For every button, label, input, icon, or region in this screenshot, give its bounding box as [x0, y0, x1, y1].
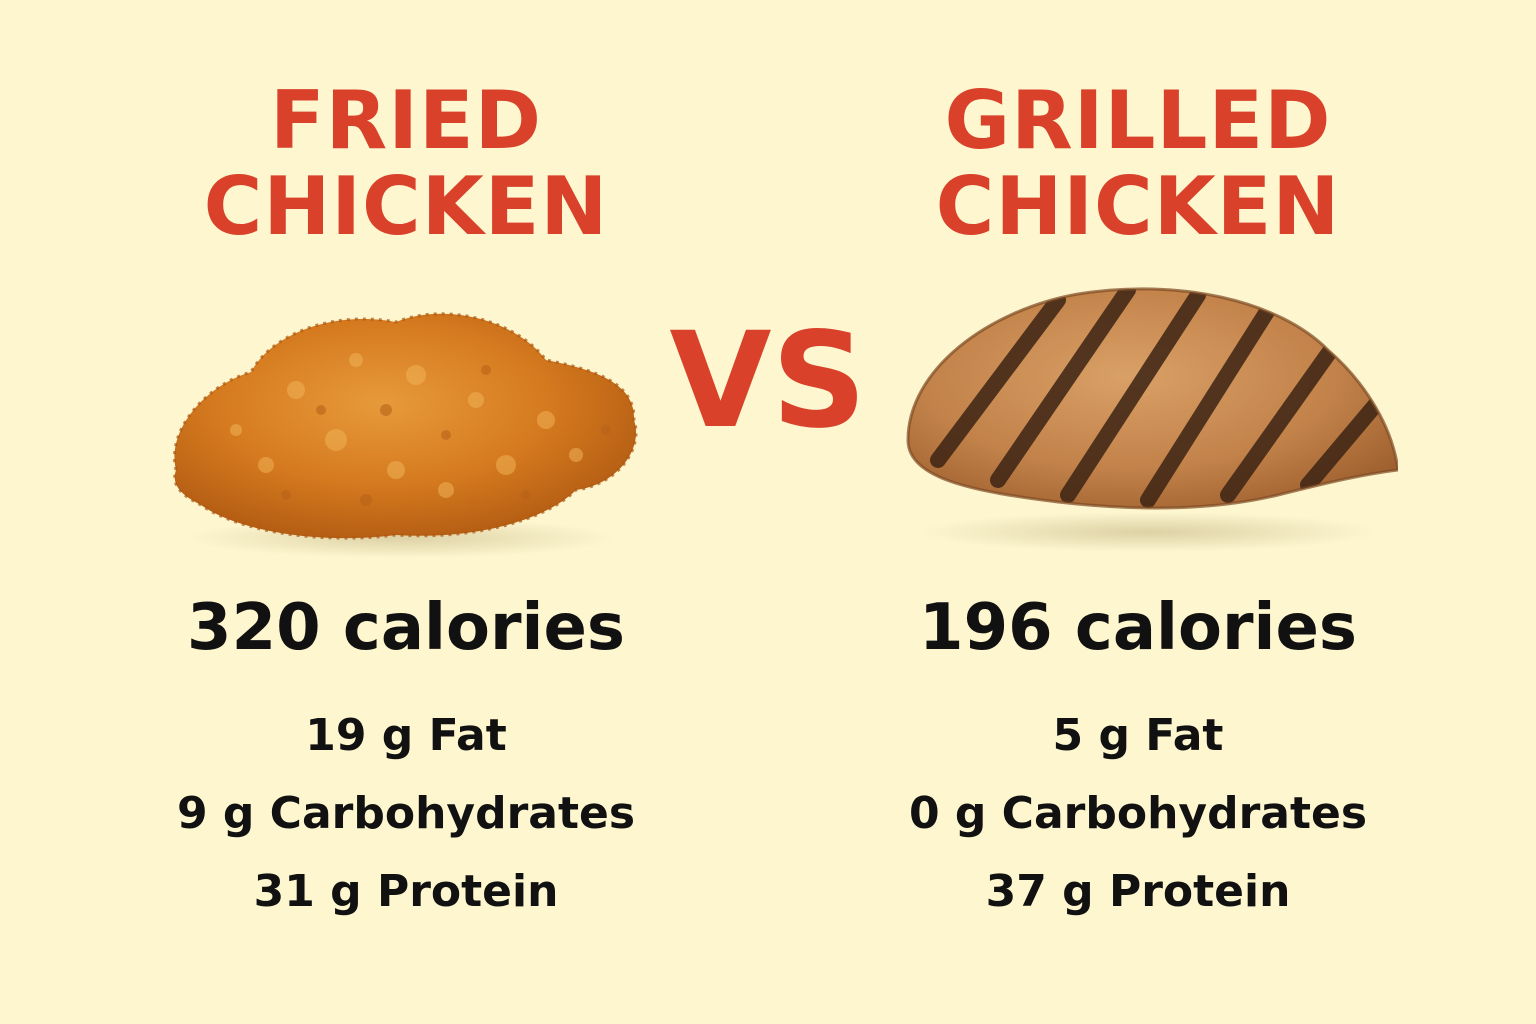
fried-fat: 19 g Fat: [305, 710, 507, 761]
fried-chicken-panel: FRIED CHICKEN 32: [86, 0, 726, 1024]
grilled-title-line2: CHICKEN: [935, 160, 1341, 253]
fried-protein: 31 g Protein: [253, 866, 559, 917]
fried-chicken-icon: [173, 312, 638, 558]
grilled-chicken-title: GRILLED CHICKEN: [818, 78, 1458, 250]
fried-title-line1: FRIED: [269, 74, 543, 167]
grilled-fat: 5 g Fat: [1052, 710, 1224, 761]
grilled-carbohydrates: 0 g Carbohydrates: [908, 788, 1368, 839]
grilled-protein: 37 g Protein: [985, 866, 1291, 917]
grilled-chicken-icon: [906, 287, 1398, 552]
grilled-chicken-panel: GRILLED CHICKEN: [818, 0, 1458, 1024]
fried-carbohydrates: 9 g Carbohydrates: [176, 788, 636, 839]
fried-calories: 320 calories: [187, 591, 625, 665]
grilled-title-line1: GRILLED: [944, 74, 1332, 167]
fried-chicken-title: FRIED CHICKEN: [86, 78, 726, 250]
fried-title-line2: CHICKEN: [203, 160, 609, 253]
versus-label: VS: [669, 304, 867, 458]
grilled-calories: 196 calories: [919, 591, 1357, 665]
